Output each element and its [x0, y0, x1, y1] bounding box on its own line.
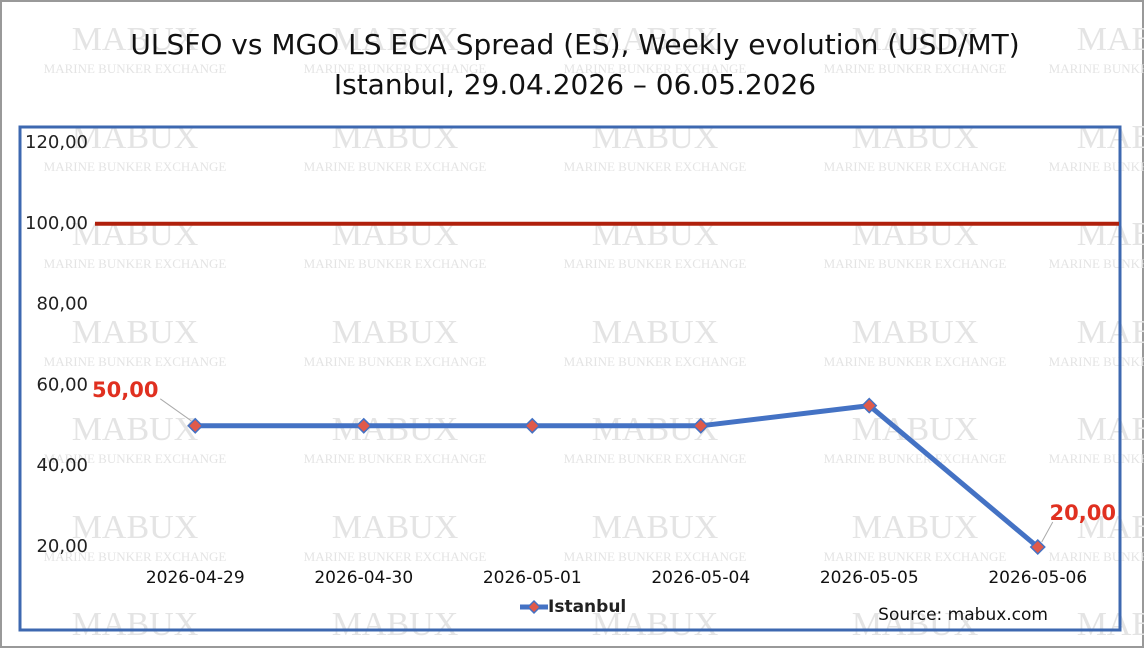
watermark-title: MABUX: [72, 509, 199, 546]
watermark-title: MABUX: [332, 606, 459, 643]
watermark-subtitle: MARINE BUNKER EXCHANGE: [564, 451, 747, 466]
watermark-subtitle: MARINE BUNKER EXCHANGE: [824, 61, 1007, 76]
y-tick-label: 20,00: [36, 536, 88, 557]
watermark-title: MABUX: [592, 21, 719, 58]
label-leader: [159, 398, 192, 422]
watermark-title: MABUX: [72, 216, 199, 253]
watermark-subtitle: MARINE BUNKER EXCHANGE: [44, 61, 227, 76]
x-tick-label: 2026-05-05: [820, 568, 919, 588]
watermark-title: MABUX: [852, 216, 979, 253]
watermark-title: MABUX: [852, 21, 979, 58]
x-tick-label: 2026-05-01: [483, 568, 582, 588]
watermark-subtitle: MARINE BUNKER EXCHANGE: [304, 451, 487, 466]
watermark-title: MABUX: [1077, 119, 1144, 156]
watermark-title: MABUX: [332, 21, 459, 58]
watermark-subtitle: MARINE BUNKER EXCHANGE: [564, 256, 747, 271]
x-tick-label: 2026-04-30: [314, 568, 413, 588]
watermark-title: MABUX: [1077, 606, 1144, 643]
watermark-title: MABUX: [72, 119, 199, 156]
watermark-title: MABUX: [332, 411, 459, 448]
x-tick-label: 2026-05-06: [988, 568, 1087, 588]
watermark-subtitle: MARINE BUNKER EXCHANGE: [44, 256, 227, 271]
watermark-subtitle: MARINE BUNKER EXCHANGE: [564, 549, 747, 564]
point-marker: [355, 417, 372, 434]
watermark-subtitle: MARINE BUNKER EXCHANGE: [824, 159, 1007, 174]
watermark-title: MABUX: [592, 119, 719, 156]
legend-marker: [526, 599, 542, 615]
chart-subtitle: Istanbul, 29.04.2026 – 06.05.2026: [334, 68, 816, 101]
watermark-subtitle: MARINE BUNKER EXCHANGE: [824, 354, 1007, 369]
point-marker: [187, 417, 204, 434]
x-tick-label: 2026-05-04: [651, 568, 750, 588]
watermark-title: MABUX: [1077, 411, 1144, 448]
watermark-subtitle: MARINE BUNKER EXCHANGE: [824, 256, 1007, 271]
watermark-subtitle: MARINE BUNKER EXCHANGE: [44, 354, 227, 369]
source: Source: mabux.com: [878, 605, 1048, 625]
watermark-title: MABUX: [72, 314, 199, 351]
watermark-title: MABUX: [332, 119, 459, 156]
watermark-subtitle: MARINE BUNKER EXCHANGE: [564, 354, 747, 369]
watermark-title: MABUX: [852, 314, 979, 351]
data-label: 50,00: [92, 378, 158, 402]
y-tick-label: 60,00: [36, 374, 88, 395]
point-marker: [1029, 538, 1046, 556]
watermark-title: MABUX: [72, 606, 199, 643]
watermark-subtitle: MARINE BUNKER EXCHANGE: [1049, 159, 1144, 174]
watermark-subtitle: MARINE BUNKER EXCHANGE: [304, 159, 487, 174]
watermark-subtitle: MARINE BUNKER EXCHANGE: [564, 159, 747, 174]
watermark-subtitle: MARINE BUNKER EXCHANGE: [44, 451, 227, 466]
watermark-subtitle: MARINE BUNKER EXCHANGE: [1049, 549, 1144, 564]
watermark-subtitle: MARINE BUNKER EXCHANGE: [1049, 451, 1144, 466]
watermark-title: MABUX: [592, 509, 719, 546]
y-tick-label: 40,00: [36, 455, 88, 476]
watermark-title: MABUX: [72, 411, 199, 448]
watermark-title: MABUX: [592, 216, 719, 253]
watermark-subtitle: MARINE BUNKER EXCHANGE: [824, 451, 1007, 466]
watermark-subtitle: MARINE BUNKER EXCHANGE: [1049, 61, 1144, 76]
watermark-title: MABUX: [72, 21, 199, 58]
watermark-subtitle: MARINE BUNKER EXCHANGE: [1049, 354, 1144, 369]
watermark-subtitle: MARINE BUNKER EXCHANGE: [304, 549, 487, 564]
watermark-title: MABUX: [1077, 216, 1144, 253]
point-marker: [861, 397, 878, 414]
legend-label: Istanbul: [548, 597, 626, 617]
y-tick-label: 100,00: [25, 213, 88, 234]
watermark-title: MABUX: [592, 606, 719, 643]
watermark-title: MABUX: [852, 119, 979, 156]
watermark-subtitle: MARINE BUNKER EXCHANGE: [44, 159, 227, 174]
watermark-title: MABUX: [1077, 509, 1144, 546]
chart-title: ULSFO vs MGO LS ECA Spread (ES), Weekly …: [130, 28, 1019, 61]
watermark-title: MABUX: [332, 509, 459, 546]
watermark-title: MABUX: [1077, 21, 1144, 58]
watermark-title: MABUX: [852, 606, 979, 643]
y-tick-label: 120,00: [25, 132, 88, 153]
watermark-title: MABUX: [332, 216, 459, 253]
x-tick-label: 2026-04-29: [146, 568, 245, 588]
y-tick-label: 80,00: [36, 294, 88, 315]
watermark-subtitle: MARINE BUNKER EXCHANGE: [304, 256, 487, 271]
watermark-subtitle: MARINE BUNKER EXCHANGE: [304, 61, 487, 76]
watermark-subtitle: MARINE BUNKER EXCHANGE: [44, 549, 227, 564]
watermark-title: MABUX: [332, 314, 459, 351]
watermark-title: MABUX: [592, 314, 719, 351]
label-leader: [1041, 521, 1054, 543]
watermark-subtitle: MARINE BUNKER EXCHANGE: [1049, 256, 1144, 271]
watermark-subtitle: MARINE BUNKER EXCHANGE: [564, 61, 747, 76]
watermark-subtitle: MARINE BUNKER EXCHANGE: [824, 549, 1007, 564]
point-marker: [692, 417, 709, 434]
watermark-title: MABUX: [852, 509, 979, 546]
watermarks: MABUX MARINE BUNKER EXCHANGE MABUX MARINE B…: [44, 21, 1144, 652]
watermark-subtitle: MARINE BUNKER EXCHANGE: [304, 354, 487, 369]
plot-frame: [18, 125, 1122, 632]
watermark-title: MABUX: [1077, 314, 1144, 351]
point-marker: [524, 417, 541, 434]
data-label: 20,00: [1050, 501, 1116, 525]
series-line: [195, 403, 1040, 549]
